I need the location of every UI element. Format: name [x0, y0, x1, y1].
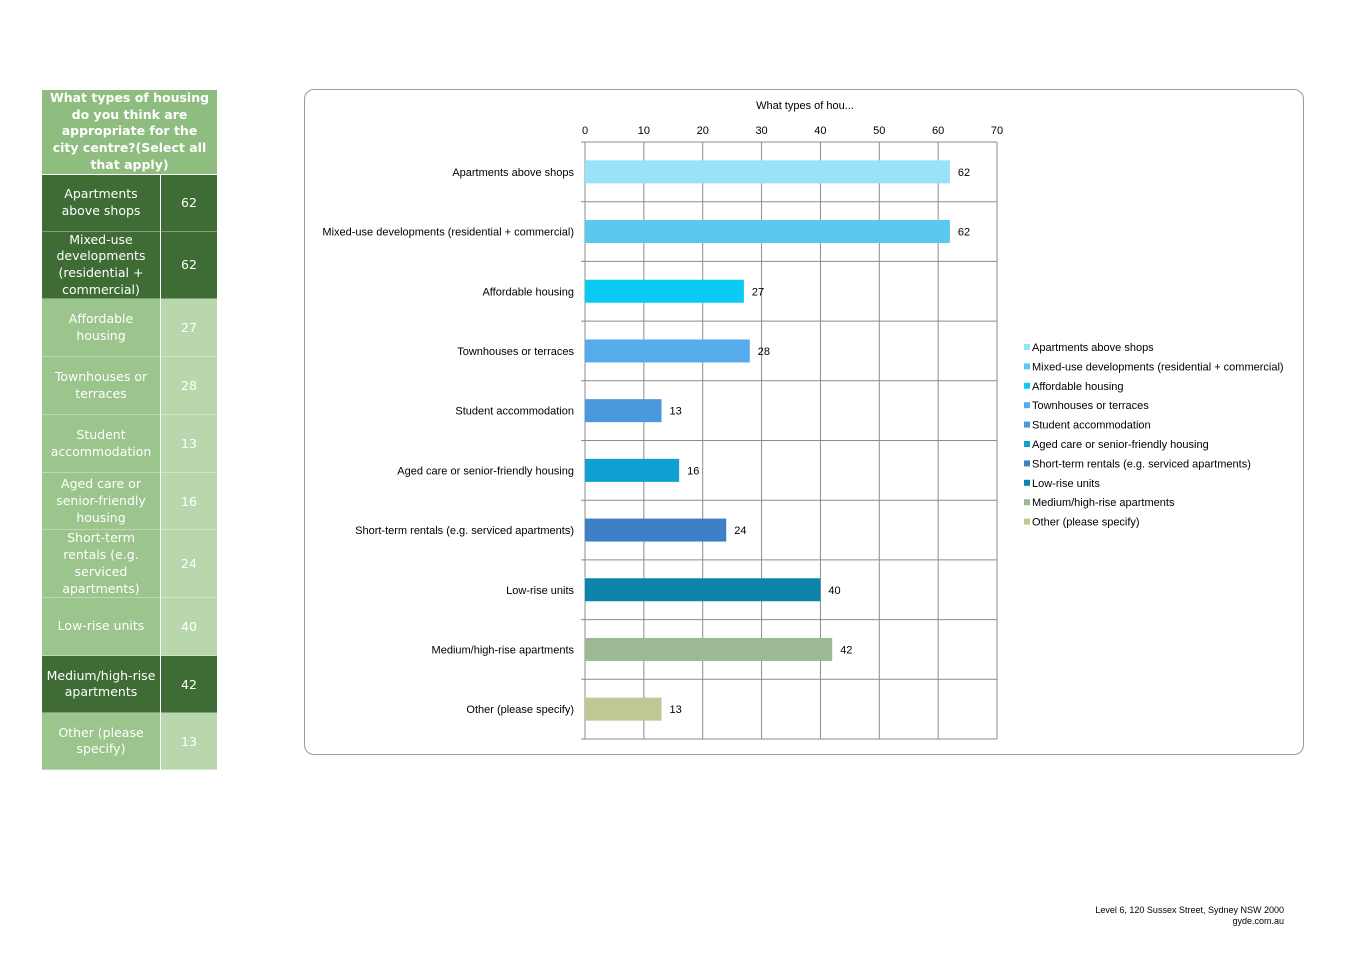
footer-website: gyde.com.au [1232, 916, 1284, 926]
data-label: 62 [958, 167, 970, 179]
table-row: Mixed-use developments (residential + co… [42, 231, 217, 300]
bar [585, 160, 950, 184]
legend-swatch [1024, 479, 1030, 486]
legend-label: Medium/high-rise apartments [1032, 497, 1175, 509]
x-tick-label: 50 [873, 125, 885, 137]
bar [585, 458, 680, 482]
bar-chart: What types of hou... 0 10 20 30 40 50 60 70 Apart… [322, 100, 1284, 740]
legend-label: Short-term rentals (e.g. serviced apartm… [1032, 458, 1251, 470]
legend-swatch [1024, 421, 1030, 428]
table-row: Aged care or senior-friendly housing 16 [42, 472, 217, 531]
table-row-label: Short-term rentals (e.g. serviced apartm… [42, 529, 161, 599]
bar [585, 339, 750, 363]
table-row-label: Low-rise units [42, 597, 161, 657]
legend-swatch [1024, 441, 1030, 447]
bar [585, 518, 727, 542]
table-row-value: 13 [160, 414, 217, 474]
y-category-label: Apartments above shops [452, 167, 574, 179]
data-label: 24 [734, 525, 746, 537]
y-category-label: Affordable housing [482, 286, 574, 298]
y-category-label: Low-rise units [506, 585, 574, 597]
data-label: 16 [687, 465, 699, 477]
table-row: Apartments above shops 62 [42, 174, 217, 232]
legend-label: Other (please specify) [1032, 517, 1140, 529]
data-label: 28 [758, 346, 770, 358]
legend-swatch [1024, 499, 1030, 506]
y-category-label: Townhouses or terraces [457, 346, 574, 358]
table-header: What types of housing do you think are a… [42, 90, 217, 175]
data-label: 42 [840, 644, 852, 656]
table-row-label: Apartments above shops [42, 174, 161, 232]
legend-label: Mixed-use developments (residential + co… [1032, 361, 1284, 373]
table-row-value: 24 [160, 529, 217, 599]
legend-swatch [1024, 518, 1030, 525]
data-label: 13 [670, 704, 682, 716]
table-row-value: 13 [160, 712, 217, 771]
bar [585, 279, 744, 303]
table-row-value: 16 [160, 472, 217, 531]
legend-label: Student accommodation [1032, 420, 1151, 432]
legend-label: Apartments above shops [1032, 342, 1154, 354]
table-row: Affordable housing 27 [42, 298, 217, 358]
y-category-label: Aged care or senior-friendly housing [397, 465, 574, 477]
table-row-label: Aged care or senior-friendly housing [42, 472, 161, 531]
x-tick-label: 0 [582, 125, 588, 137]
legend-label: Townhouses or terraces [1032, 400, 1149, 412]
table-row-label: Mixed-use developments (residential + co… [42, 231, 161, 300]
table-row-label: Affordable housing [42, 298, 161, 358]
footer: Level 6, 120 Sussex Street, Sydney NSW 2… [1095, 905, 1284, 927]
table-row-value: 28 [160, 356, 217, 416]
table-row-value: 62 [160, 174, 217, 232]
bar [585, 399, 662, 423]
legend-swatch [1024, 460, 1030, 467]
table-row: Other (please specify) 13 [42, 712, 217, 771]
data-label: 62 [958, 227, 970, 239]
table-row-value: 62 [160, 231, 217, 300]
bar [585, 578, 821, 602]
bar [585, 697, 662, 721]
x-tick-label: 20 [697, 125, 709, 137]
table-row-value: 27 [160, 298, 217, 358]
y-category-label: Other (please specify) [466, 704, 574, 716]
table-row-label: Other (please specify) [42, 712, 161, 771]
x-tick-label: 10 [638, 125, 650, 137]
chart-frame: What types of hou... 0 10 20 30 40 50 60 70 Apart… [304, 89, 1304, 755]
chart-title: What types of hou... [756, 100, 854, 112]
legend-label: Aged care or senior-friendly housing [1032, 439, 1209, 451]
data-label: 13 [670, 406, 682, 418]
table-row-value: 40 [160, 597, 217, 657]
bar [585, 637, 833, 661]
y-category-label: Short-term rentals (e.g. serviced apartm… [355, 525, 574, 537]
x-tick-label: 60 [932, 125, 944, 137]
footer-address: Level 6, 120 Sussex Street, Sydney NSW 2… [1095, 905, 1284, 915]
table-row-value: 42 [160, 655, 217, 714]
legend-label: Low-rise units [1032, 478, 1100, 490]
x-tick-label: 40 [814, 125, 826, 137]
table-row-label: Student accommodation [42, 414, 161, 474]
legend-swatch [1024, 344, 1030, 350]
data-label: 27 [752, 286, 764, 298]
x-tick-label: 70 [991, 125, 1003, 137]
bar [585, 220, 950, 244]
table-row: Short-term rentals (e.g. serviced apartm… [42, 529, 217, 599]
table-row: Townhouses or terraces 28 [42, 356, 217, 416]
y-category-label: Medium/high-rise apartments [432, 644, 575, 656]
summary-table: What types of housing do you think are a… [42, 90, 217, 771]
table-row: Student accommodation 13 [42, 414, 217, 474]
legend-swatch [1024, 402, 1030, 409]
y-category-label: Mixed-use developments (residential + co… [322, 227, 574, 239]
table-row: Medium/high-rise apartments 42 [42, 655, 217, 714]
table-row-label: Medium/high-rise apartments [42, 655, 161, 714]
y-category-label: Student accommodation [455, 406, 574, 418]
x-tick-label: 30 [755, 125, 767, 137]
data-label: 40 [828, 585, 840, 597]
table-row: Low-rise units 40 [42, 597, 217, 657]
legend-label: Affordable housing [1032, 381, 1124, 393]
legend-swatch [1024, 382, 1030, 389]
legend-swatch [1024, 363, 1030, 370]
table-row-label: Townhouses or terraces [42, 356, 161, 416]
